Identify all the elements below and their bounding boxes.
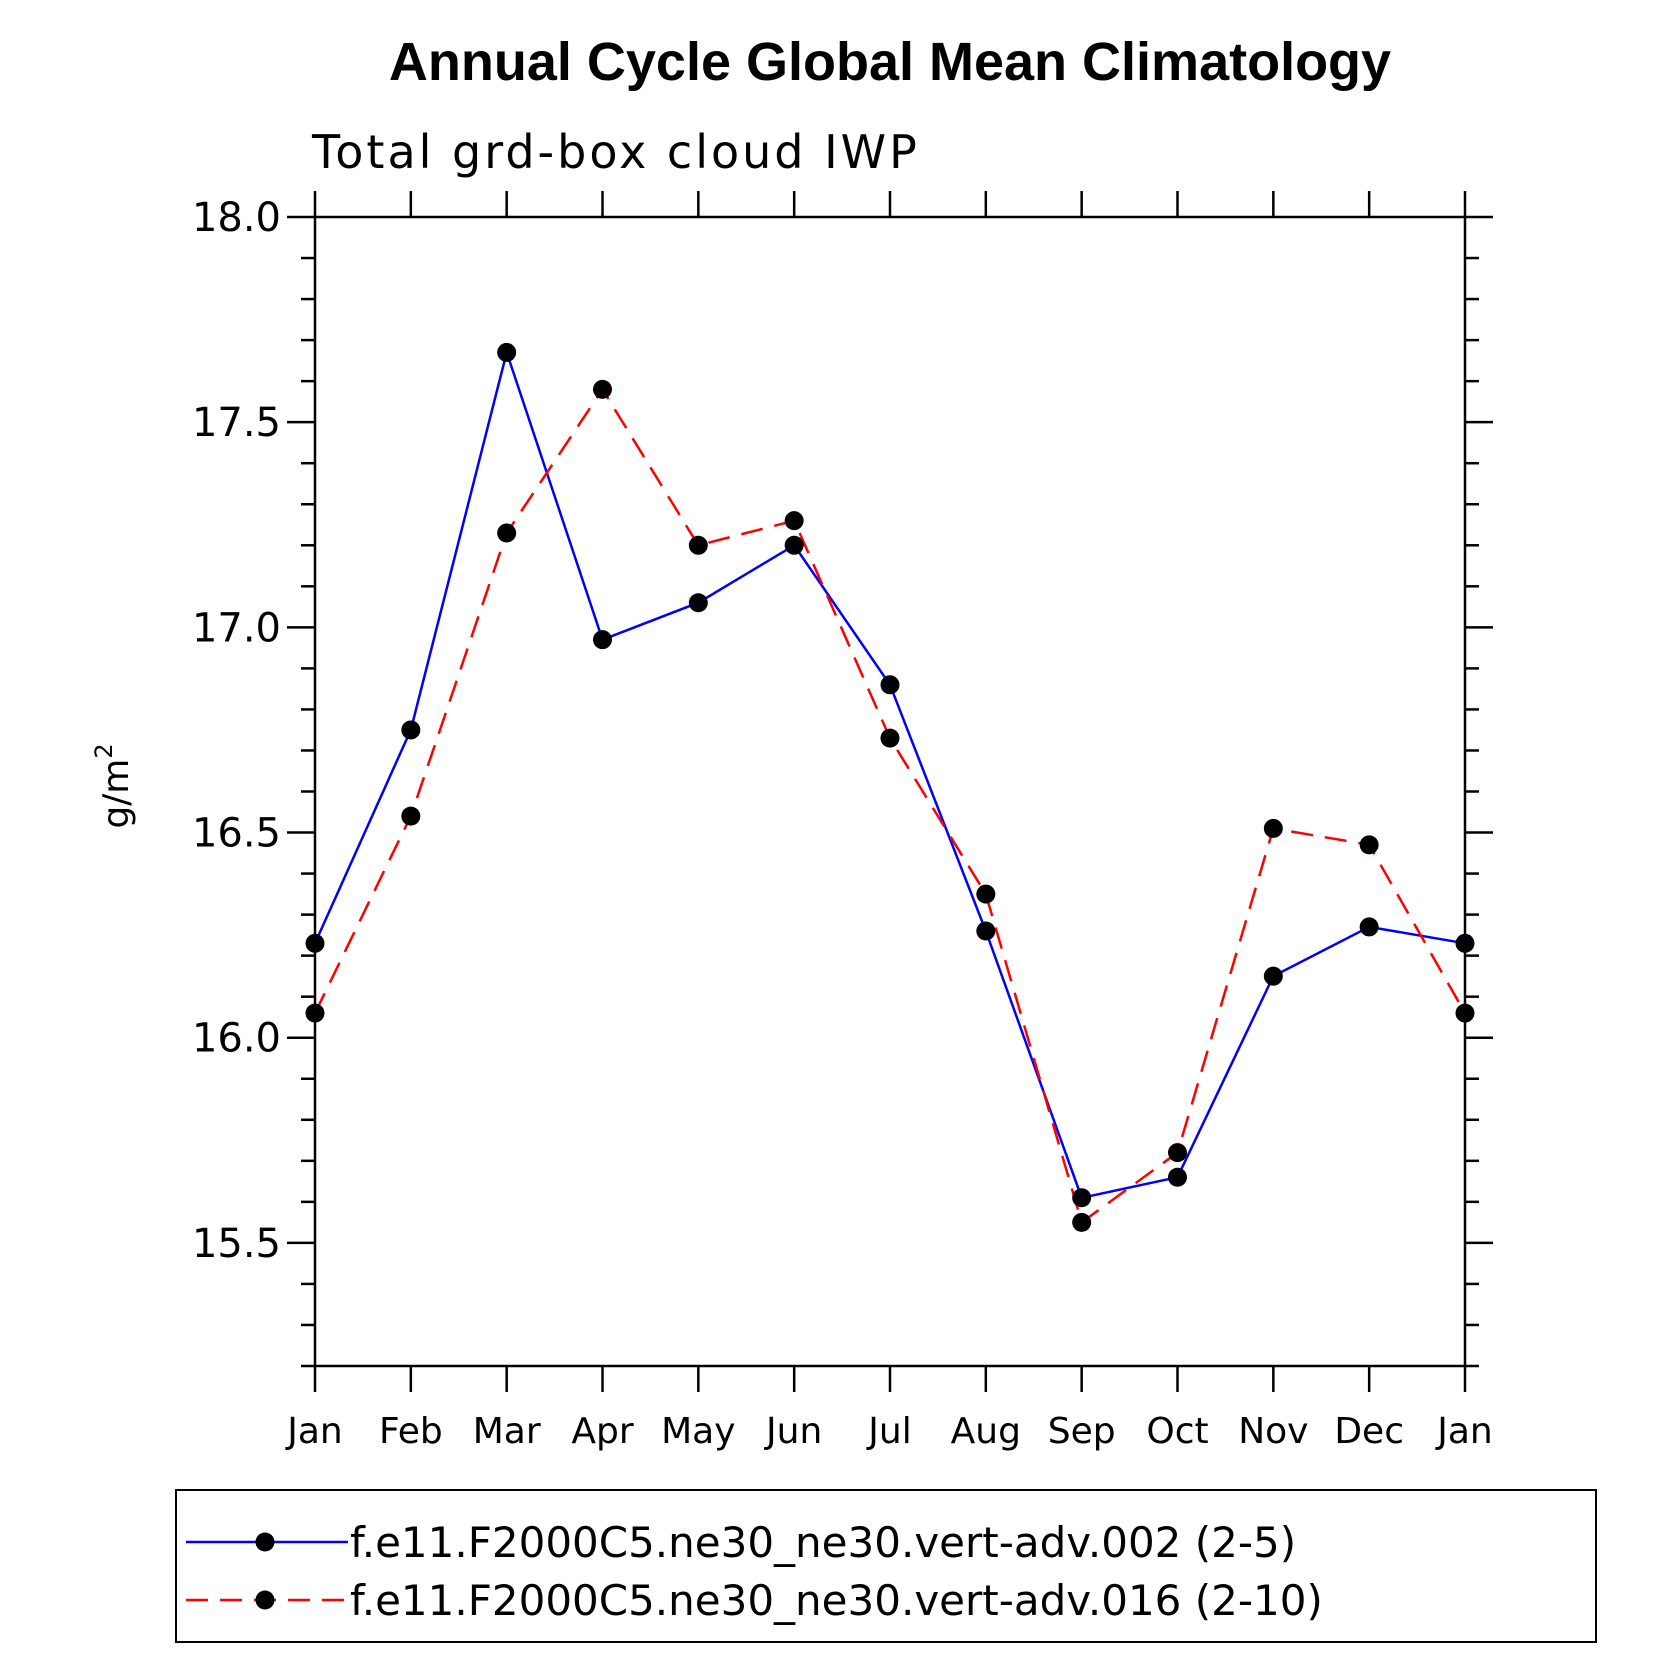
data-point-series-2 [401,806,421,826]
legend-marker-2 [255,1590,275,1610]
x-tick-label: Jun [764,1411,822,1452]
x-tick-label: Jul [866,1411,911,1452]
series-layer [305,342,1475,1232]
plot-frame [313,215,1467,1368]
data-point-series-1 [305,933,325,953]
chart-title: Annual Cycle Global Mean Climatology [389,32,1391,92]
data-point-series-1 [593,630,612,650]
x-tick-label: Mar [473,1411,541,1452]
y-axis-label: g/m2 [90,743,137,828]
y-tick-label: 16.5 [192,811,281,857]
legend: f.e11.F2000C5.ne30_ne30.vert-adv.002 (2-… [186,1518,1323,1625]
data-point-series-1 [401,720,421,740]
y-tick-label: 17.5 [192,400,281,446]
x-tick-label: Jan [285,1411,343,1452]
y-axis-label-text: g/m [96,759,137,829]
data-point-series-2 [1263,818,1283,838]
x-tick-label: Sep [1048,1411,1116,1452]
x-tick-label: Apr [571,1411,633,1452]
data-point-series-2 [688,535,708,555]
x-tick-label: Dec [1334,1411,1404,1452]
legend-label-1: f.e11.F2000C5.ne30_ne30.vert-adv.002 (2-… [350,1518,1296,1567]
legend-marker-1 [255,1532,275,1552]
data-point-series-2 [1168,1143,1187,1163]
svg-text:g/m2: g/m2 [90,743,137,828]
chart-subtitle: Total grd-box cloud IWP [311,125,920,179]
data-point-series-2 [305,1003,325,1023]
data-point-series-2 [880,728,900,748]
series-line-1 [313,347,1466,1200]
data-point-series-1 [880,675,900,695]
y-tick-label: 15.5 [192,1221,281,1267]
y-axis: 15.5 16.0 16.5 17.0 17.5 18.0 [192,195,1493,1368]
y-tick-label: 16.0 [192,1016,281,1062]
plot-border [313,215,1467,1368]
data-point-series-1 [1455,933,1475,953]
data-point-series-1 [1263,966,1283,986]
data-point-series-1 [1359,917,1379,937]
data-point-series-1 [784,535,804,555]
data-point-series-2 [1359,835,1379,855]
data-point-series-1 [1168,1167,1187,1187]
x-tick-label: May [661,1411,735,1452]
data-point-series-1 [1072,1188,1092,1208]
x-tick-label: Feb [379,1411,443,1452]
data-point-series-2 [976,884,996,904]
data-point-series-2 [1455,1003,1475,1023]
x-tick-label: Aug [951,1411,1021,1452]
series-line-2 [313,387,1467,1225]
x-axis: Jan Feb Mar Apr May Jun Jul Aug Sep Oct Nov Dec Jan [285,191,1493,1452]
x-tick-label: Jan [1435,1411,1493,1452]
data-point-series-1 [688,593,708,613]
data-point-series-1 [976,921,996,941]
y-axis-label-superscript: 2 [90,743,118,758]
x-tick-label: Oct [1146,1411,1208,1452]
y-tick-label: 17.0 [192,605,281,651]
data-point-series-2 [784,511,804,531]
legend-box [175,1489,1597,1643]
data-point-series-2 [497,523,517,543]
data-point-series-1 [497,342,517,362]
x-tick-label: Nov [1238,1411,1308,1452]
y-tick-label: 18.0 [192,195,281,241]
data-point-series-2 [593,379,612,399]
legend-label-2: f.e11.F2000C5.ne30_ne30.vert-adv.016 (2-… [350,1576,1323,1625]
data-point-series-2 [1072,1212,1092,1232]
